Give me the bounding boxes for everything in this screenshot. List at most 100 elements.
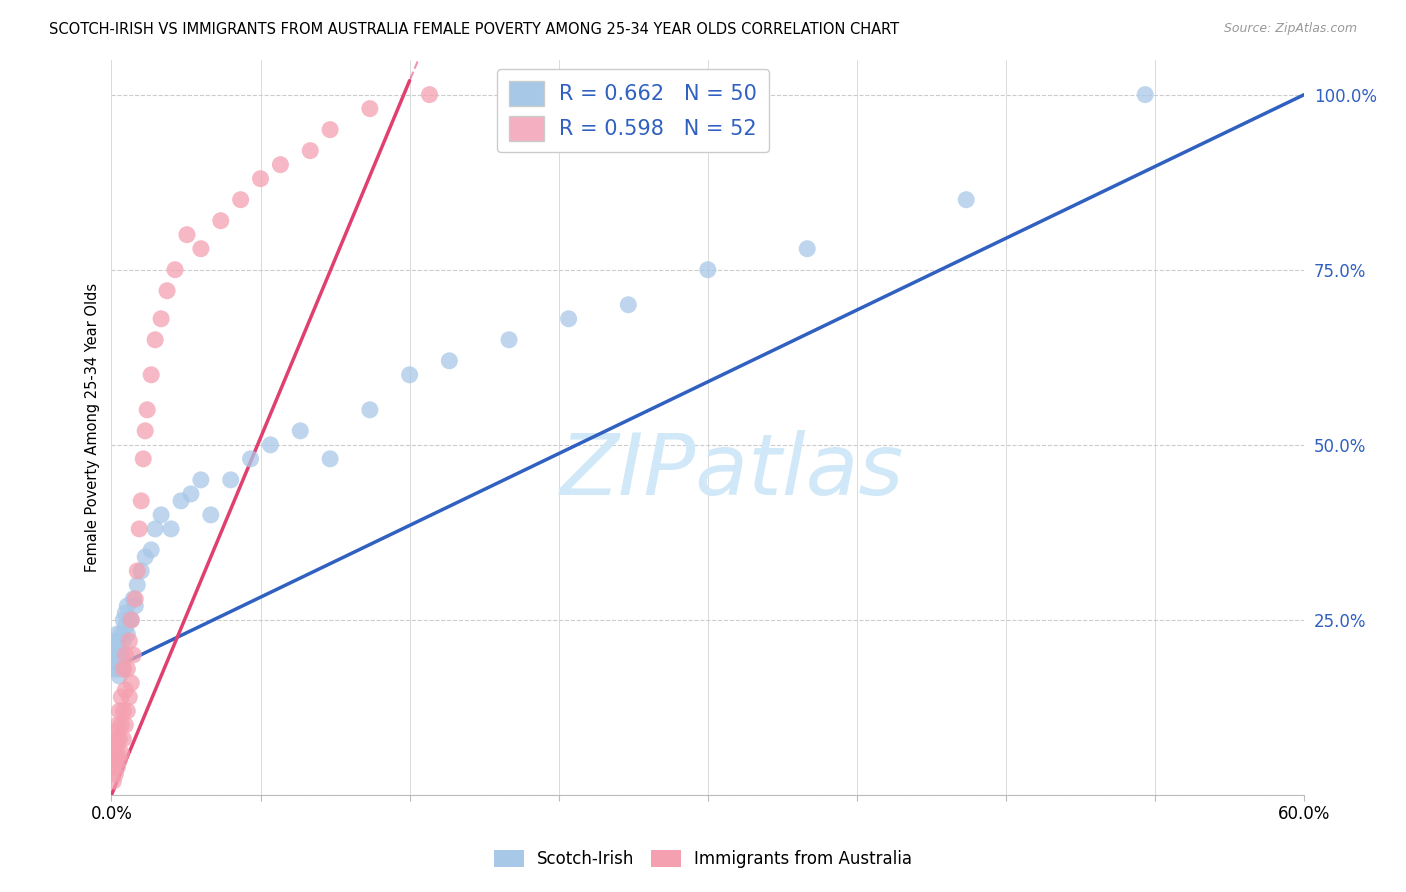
- Point: [104, 739, 127, 753]
- Point: [103, 746, 125, 760]
- Point: [180, 487, 202, 501]
- Text: Source: ZipAtlas.com: Source: ZipAtlas.com: [1223, 22, 1357, 36]
- Point: [103, 662, 125, 676]
- Text: ZIPatlas: ZIPatlas: [560, 430, 904, 513]
- Point: [105, 732, 128, 747]
- Point: [122, 591, 145, 606]
- Point: [170, 494, 193, 508]
- Point: [104, 725, 127, 739]
- Point: [176, 227, 198, 242]
- Point: [129, 564, 152, 578]
- Point: [141, 542, 163, 557]
- Point: [108, 648, 131, 662]
- Point: [200, 508, 222, 522]
- Point: [141, 368, 163, 382]
- Point: [114, 718, 136, 732]
- Point: [112, 732, 135, 747]
- Point: [105, 746, 128, 760]
- Point: [150, 311, 173, 326]
- Point: [110, 690, 132, 704]
- Point: [219, 473, 242, 487]
- Point: [114, 683, 136, 698]
- Point: [122, 648, 145, 662]
- Point: [104, 753, 127, 767]
- Legend: R = 0.662   N = 50, R = 0.598   N = 52: R = 0.662 N = 50, R = 0.598 N = 52: [496, 70, 769, 153]
- Point: [112, 662, 135, 676]
- Point: [249, 171, 271, 186]
- Point: [103, 760, 125, 774]
- Point: [1133, 87, 1156, 102]
- Point: [104, 767, 127, 781]
- Point: [796, 242, 818, 256]
- Point: [259, 438, 281, 452]
- Point: [127, 578, 149, 592]
- Point: [114, 648, 136, 662]
- Point: [498, 333, 520, 347]
- Point: [110, 718, 132, 732]
- Point: [156, 284, 179, 298]
- Point: [120, 613, 142, 627]
- Point: [439, 353, 461, 368]
- Point: [359, 102, 381, 116]
- Point: [117, 662, 139, 676]
- Point: [190, 242, 212, 256]
- Point: [104, 648, 127, 662]
- Point: [418, 87, 440, 102]
- Point: [110, 746, 132, 760]
- Point: [110, 648, 132, 662]
- Point: [299, 144, 322, 158]
- Point: [955, 193, 977, 207]
- Point: [124, 599, 146, 613]
- Point: [129, 494, 152, 508]
- Point: [112, 634, 135, 648]
- Point: [290, 424, 312, 438]
- Point: [104, 634, 127, 648]
- Point: [105, 760, 128, 774]
- Point: [117, 599, 139, 613]
- Point: [103, 774, 125, 789]
- Point: [112, 662, 135, 676]
- Point: [112, 704, 135, 718]
- Point: [143, 522, 166, 536]
- Point: [209, 213, 232, 227]
- Point: [108, 669, 131, 683]
- Point: [117, 704, 139, 718]
- Point: [190, 473, 212, 487]
- Point: [132, 451, 155, 466]
- Point: [118, 613, 141, 627]
- Point: [108, 732, 131, 747]
- Point: [112, 613, 135, 627]
- Point: [134, 424, 156, 438]
- Point: [617, 298, 640, 312]
- Point: [124, 591, 146, 606]
- Point: [143, 333, 166, 347]
- Point: [108, 704, 131, 718]
- Text: SCOTCH-IRISH VS IMMIGRANTS FROM AUSTRALIA FEMALE POVERTY AMONG 25-34 YEAR OLDS C: SCOTCH-IRISH VS IMMIGRANTS FROM AUSTRALI…: [49, 22, 900, 37]
- Point: [163, 262, 186, 277]
- Point: [114, 606, 136, 620]
- Point: [105, 627, 128, 641]
- Point: [150, 508, 173, 522]
- Point: [229, 193, 252, 207]
- Point: [108, 634, 131, 648]
- Point: [160, 522, 183, 536]
- Point: [557, 311, 579, 326]
- Point: [105, 640, 128, 655]
- Legend: Scotch-Irish, Immigrants from Australia: Scotch-Irish, Immigrants from Australia: [486, 843, 920, 875]
- Point: [118, 690, 141, 704]
- Point: [319, 122, 342, 136]
- Point: [108, 753, 131, 767]
- Point: [269, 158, 291, 172]
- Point: [319, 451, 342, 466]
- Point: [110, 627, 132, 641]
- Point: [110, 655, 132, 669]
- Point: [398, 368, 420, 382]
- Point: [120, 676, 142, 690]
- Point: [134, 549, 156, 564]
- Point: [696, 262, 718, 277]
- Point: [105, 662, 128, 676]
- Point: [359, 402, 381, 417]
- Point: [105, 718, 128, 732]
- Point: [127, 564, 149, 578]
- Point: [104, 655, 127, 669]
